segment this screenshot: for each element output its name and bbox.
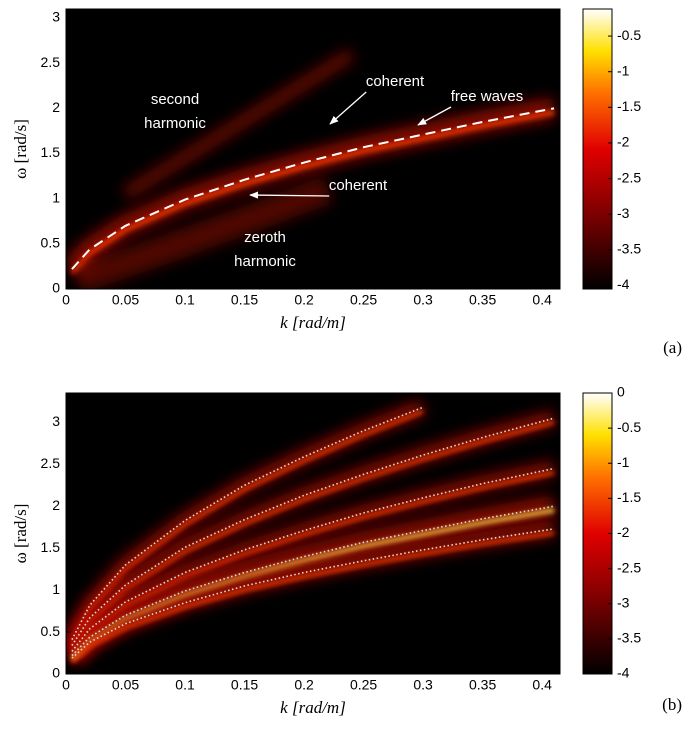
- dispersion-curve: [71, 528, 555, 659]
- colorbar-tick-label: -1.5: [617, 489, 641, 505]
- colorbar-tick-label: -2: [617, 134, 630, 150]
- colorbar-tick-label: -4: [617, 665, 630, 681]
- dispersion-curve: [71, 467, 555, 652]
- colorbar-tick-label: -2: [617, 524, 630, 540]
- colorbar-tick-label: -1.5: [617, 98, 641, 114]
- y-tick-label: 3: [52, 9, 60, 25]
- colorbar-tick-label: -0.5: [617, 419, 641, 435]
- y-tick-label: 1.5: [41, 144, 61, 160]
- x-tick-label: 0.05: [112, 292, 139, 308]
- annotation-arrow: [417, 106, 452, 126]
- x-tick-label: 0.15: [231, 677, 258, 693]
- heat-glow: [73, 176, 333, 289]
- dispersion-curve: [71, 505, 555, 657]
- y-tick-label: 1: [52, 189, 60, 205]
- heat-core: [70, 109, 555, 275]
- annotation: zeroth: [244, 229, 286, 246]
- colorbar: [582, 392, 613, 675]
- x-tick-label: 0.1: [175, 292, 195, 308]
- annotation: coherent: [366, 73, 425, 90]
- plot-frame: [65, 392, 561, 675]
- colorbar-tick-label: -1: [617, 62, 630, 78]
- colorbar-tick-label: -2.5: [617, 169, 641, 185]
- annotation: harmonic: [234, 253, 296, 270]
- panel-label: (a): [663, 338, 682, 357]
- y-tick-label: 0: [52, 665, 60, 681]
- x-tick-label: 0.2: [294, 292, 314, 308]
- x-tick-label: 0.2: [294, 677, 314, 693]
- plot-area: [66, 399, 557, 665]
- colorbar-tick-label: -3.5: [617, 241, 641, 257]
- colorbar: [582, 8, 613, 290]
- colorbar-tick-label: -3: [617, 594, 630, 610]
- y-tick-label: 0: [52, 280, 60, 296]
- y-tick-label: 3: [52, 413, 60, 429]
- y-tick-label: 2.5: [41, 455, 61, 471]
- y-tick-label: 2.5: [41, 54, 61, 70]
- y-tick-label: 1.5: [41, 539, 61, 555]
- dispersion-curve: [71, 107, 555, 270]
- x-tick-label: 0.4: [532, 677, 552, 693]
- colorbar-tick-label: -4: [617, 276, 630, 292]
- x-tick-label: 0.3: [413, 292, 433, 308]
- plot-area: [66, 48, 557, 289]
- dispersion-curve: [71, 406, 424, 640]
- y-tick-label: 0.5: [41, 235, 61, 251]
- annotation-arrow: [249, 191, 330, 199]
- colorbar-tick-label: 0: [617, 384, 625, 400]
- y-axis-label: ω [rad/s]: [11, 119, 30, 179]
- x-tick-label: 0.35: [469, 677, 496, 693]
- y-tick-label: 1: [52, 581, 60, 597]
- x-tick-label: 0: [62, 292, 70, 308]
- y-axis-label: ω [rad/s]: [11, 504, 30, 564]
- colorbar-tick-label: -2.5: [617, 559, 641, 575]
- annotation: free waves: [451, 88, 524, 105]
- dispersion-curve: [71, 417, 555, 646]
- x-tick-label: 0.25: [350, 677, 377, 693]
- y-tick-label: 2: [52, 99, 60, 115]
- colorbar-tick-label: -1: [617, 454, 630, 470]
- plot-frame: [65, 8, 561, 290]
- colorbar-tick-label: -0.5: [617, 27, 641, 43]
- x-tick-label: 0.15: [231, 292, 258, 308]
- y-tick-label: 0.5: [41, 623, 61, 639]
- x-tick-label: 0.05: [112, 677, 139, 693]
- heat-core: [70, 530, 555, 664]
- colorbar-tick-label: -3.5: [617, 630, 641, 646]
- annotation: second: [151, 91, 199, 108]
- x-axis-label: k [rad/m]: [280, 313, 346, 332]
- colorbar-tick-label: -3: [617, 205, 630, 221]
- x-axis-label: k [rad/m]: [280, 698, 346, 717]
- x-tick-label: 0: [62, 677, 70, 693]
- x-tick-label: 0.25: [350, 292, 377, 308]
- panel-label: (b): [662, 695, 682, 714]
- y-tick-label: 2: [52, 497, 60, 513]
- x-tick-label: 0.4: [532, 292, 552, 308]
- annotation-arrow: [329, 91, 367, 125]
- annotation: coherent: [329, 177, 388, 194]
- annotation: harmonic: [144, 115, 206, 132]
- x-tick-label: 0.1: [175, 677, 195, 693]
- x-tick-label: 0.35: [469, 292, 496, 308]
- heat-glow: [121, 48, 356, 201]
- x-tick-label: 0.3: [413, 677, 433, 693]
